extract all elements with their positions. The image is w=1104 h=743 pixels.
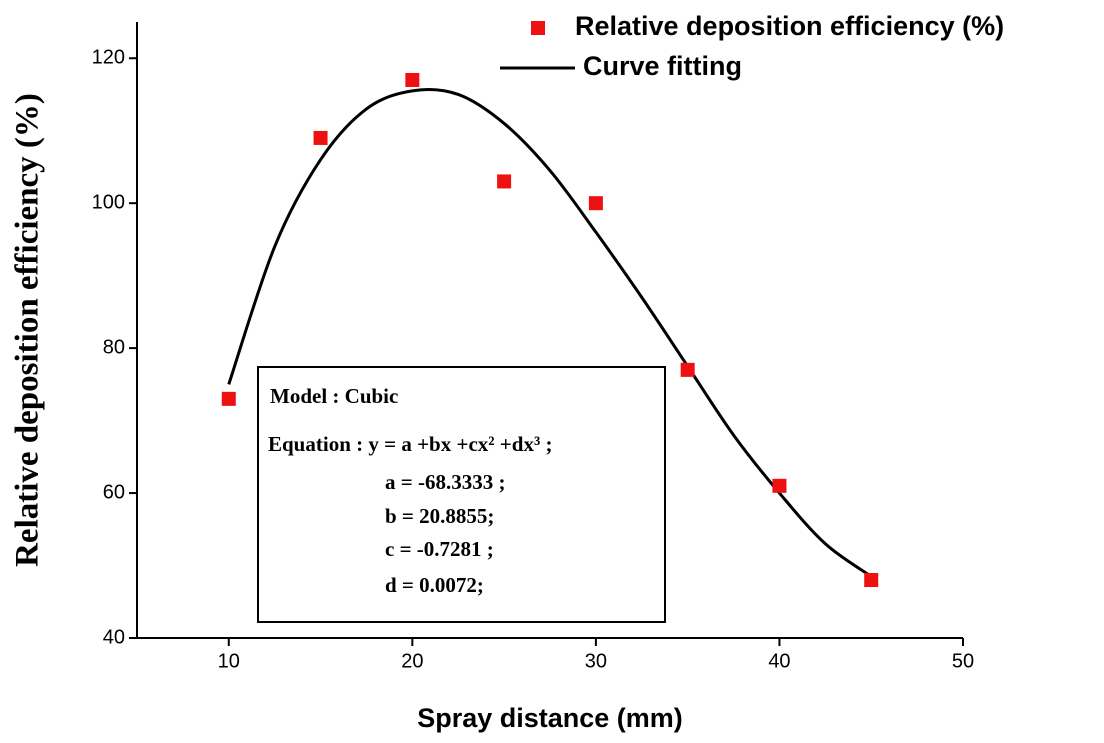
data-point	[221, 391, 236, 406]
data-point	[772, 478, 787, 493]
x-axis-label: Spray distance (mm)	[417, 703, 683, 733]
annotation-text: b = 20.8855;	[385, 504, 494, 528]
y-tick-label: 120	[92, 47, 125, 69]
data-point	[588, 196, 603, 211]
data-point	[497, 174, 512, 189]
data-point	[864, 573, 879, 588]
fit-curve	[227, 87, 873, 578]
y-tick-label: 60	[103, 481, 125, 503]
legend-marker	[531, 21, 545, 35]
x-tick-label: 30	[585, 650, 607, 672]
data-point	[680, 362, 695, 377]
y-tick-label: 40	[103, 626, 125, 648]
annotation-text: Model : Cubic	[270, 384, 398, 408]
y-tick-label: 80	[103, 336, 125, 358]
legend-label: Relative deposition efficiency (%)	[575, 11, 1004, 41]
annotation-text: a = -68.3333 ;	[385, 470, 505, 494]
y-axis-label: Relative deposition efficiency (%)	[10, 93, 46, 567]
annotation-box	[257, 366, 666, 623]
data-point	[313, 130, 328, 145]
y-tick-label: 100	[92, 191, 125, 213]
x-tick-label: 50	[952, 650, 974, 672]
x-tick-label: 40	[768, 650, 790, 672]
annotation-text: d = 0.0072;	[385, 573, 484, 597]
annotation-text: Equation : y = a +bx +cx² +dx³ ;	[268, 432, 553, 456]
x-tick-label: 20	[401, 650, 423, 672]
annotation-text: c = -0.7281 ;	[385, 537, 494, 561]
data-point	[405, 72, 420, 87]
legend-label: Curve fitting	[583, 51, 742, 81]
x-tick-label: 10	[218, 650, 240, 672]
